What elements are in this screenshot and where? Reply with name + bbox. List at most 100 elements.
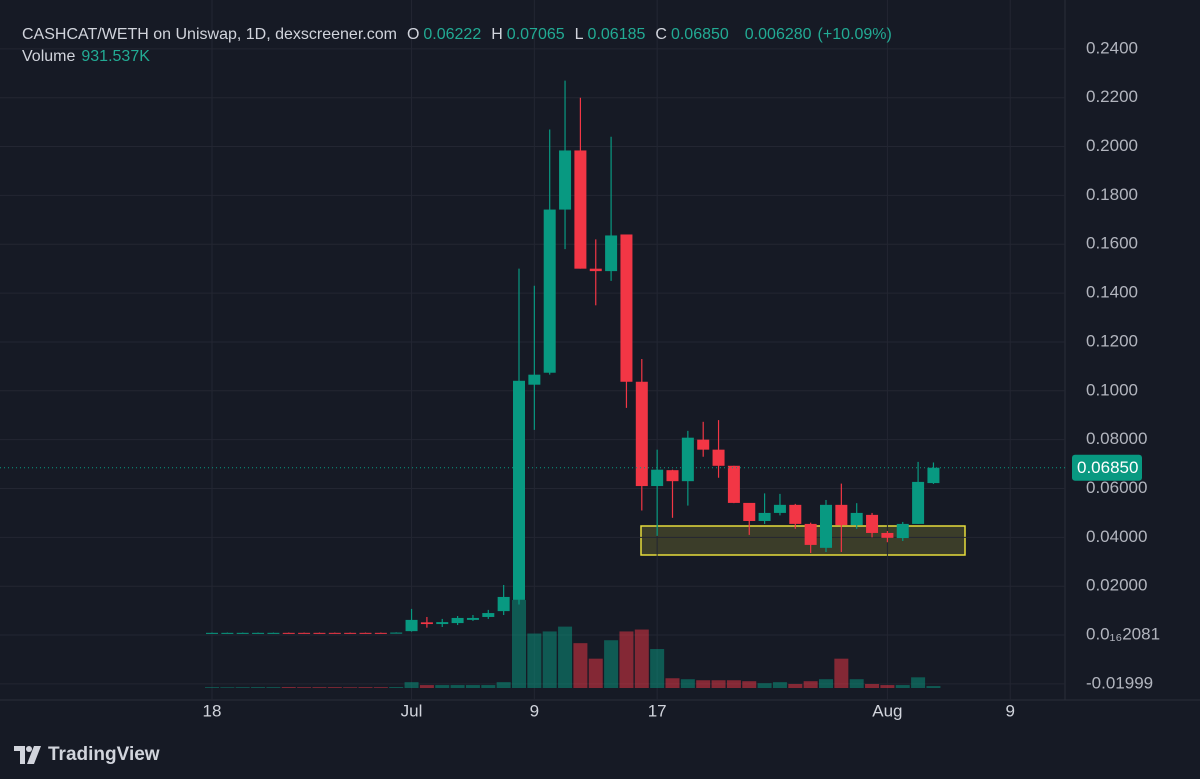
volume-bar — [696, 680, 711, 688]
candle-body — [451, 617, 464, 624]
candle-body — [298, 632, 311, 634]
ohlc-key: L — [574, 26, 584, 43]
volume-bar — [865, 684, 880, 688]
y-tick-label: -0.01999 — [1086, 673, 1153, 692]
y-tick-label: 0.1200 — [1086, 331, 1138, 350]
candle-body — [727, 465, 740, 503]
candle-body — [881, 532, 894, 538]
candle-body — [620, 234, 633, 382]
ohlc-value: 0.06850 — [670, 26, 729, 43]
candle-body — [221, 632, 234, 634]
footer: TradingView — [14, 744, 160, 766]
volume-bar — [680, 679, 695, 688]
volume-bar — [419, 685, 434, 688]
volume-bar — [711, 680, 726, 688]
volume-row: Volume 931.537K — [22, 46, 892, 68]
x-tick-label: Aug — [872, 701, 902, 720]
y-tick-label: 0.1800 — [1086, 185, 1138, 204]
volume-bar — [235, 687, 250, 688]
ohlc-key: O — [406, 26, 420, 43]
volume-bar — [742, 681, 757, 688]
y-tick-label: 0.2200 — [1086, 87, 1138, 106]
candle-body — [820, 504, 832, 548]
volume-bar — [573, 643, 588, 688]
volume-bar — [373, 687, 388, 688]
candle-body — [344, 632, 357, 634]
x-tick-label: Jul — [401, 701, 423, 720]
brand: TradingView — [48, 744, 160, 765]
candle-body — [697, 439, 710, 450]
volume-bar — [220, 687, 235, 688]
candle-body — [866, 514, 879, 533]
candle-body — [313, 632, 326, 634]
ohlc-value: 0.07065 — [506, 26, 565, 43]
volume-bar — [327, 687, 342, 688]
ohlc-row: CASHCAT/WETH on Uniswap, 1D, dexscreener… — [22, 24, 892, 46]
candle-body — [635, 381, 648, 487]
candle-body — [528, 374, 541, 385]
candle-body — [236, 632, 249, 634]
y-tick-label: 0.2000 — [1086, 136, 1138, 155]
volume-bar — [634, 629, 649, 688]
candle-body — [420, 622, 433, 625]
candle-body — [390, 632, 403, 634]
candle-body — [896, 523, 909, 539]
last-price-badge — [1072, 454, 1142, 481]
candle-body — [681, 437, 694, 482]
volume-bar — [803, 681, 818, 688]
candle-body — [589, 268, 602, 272]
volume-bar — [880, 685, 895, 688]
candle-body — [252, 632, 265, 634]
volume-bar — [819, 679, 833, 688]
axis: 0.2400 0.2200 0.2000 0.1800 0.1600 0.1400 0.12… — [0, 38, 1160, 720]
volume-bar — [297, 687, 312, 688]
volume-bar — [558, 626, 573, 688]
volume-bar — [251, 687, 266, 688]
volume-bar — [450, 685, 465, 688]
candle-body — [559, 150, 572, 210]
candle-body — [513, 380, 525, 600]
candle-body — [773, 504, 786, 513]
y-tick-label: 0.0₁₆2081 — [1086, 625, 1160, 644]
candle-body — [206, 632, 218, 634]
volume-bar — [588, 658, 603, 688]
candle-body — [712, 449, 725, 466]
x-tick-label: 18 — [203, 701, 222, 720]
volume-bar — [343, 687, 358, 688]
x-tick-label: 17 — [648, 701, 667, 720]
candle-body — [651, 469, 664, 487]
volume-bar — [772, 682, 787, 688]
volume-bar — [312, 687, 327, 688]
y-tick-label: 0.02000 — [1086, 576, 1147, 595]
volume-bar — [911, 677, 926, 688]
volume-bar — [834, 658, 849, 688]
candle-body — [666, 470, 679, 482]
volume-bar — [435, 685, 450, 688]
volume-bar — [650, 649, 665, 688]
last-price-label: 0.06850 — [1077, 458, 1138, 477]
y-tick-label: 0.2400 — [1086, 38, 1138, 57]
volume-value: 931.537K — [81, 48, 150, 65]
candle-body — [850, 512, 863, 526]
y-tick-label: 0.1600 — [1086, 234, 1138, 253]
change: 0.006280 — [744, 26, 812, 43]
candle-body — [282, 632, 295, 634]
ohlc-value: 0.06222 — [423, 26, 482, 43]
volume-bar — [496, 682, 511, 688]
x-tick-label: 9 — [530, 701, 539, 720]
y-tick-label: 0.04000 — [1086, 527, 1147, 546]
volume-bar — [757, 683, 772, 688]
volume-bar — [542, 631, 557, 688]
ohlc: O 0.06222 H 0.07065 L 0.06185 C 0.06850 — [407, 24, 735, 46]
candle-body — [359, 632, 372, 634]
volume-bar — [604, 640, 619, 688]
candle-body — [605, 235, 618, 272]
symbol-title: CASHCAT/WETH on Uniswap, 1D, dexscreener… — [22, 26, 397, 43]
volume-bar — [665, 678, 680, 688]
candle-body — [927, 467, 940, 484]
candle-body — [328, 632, 341, 634]
ohlc-key: C — [655, 26, 667, 43]
candle-body — [758, 512, 771, 521]
